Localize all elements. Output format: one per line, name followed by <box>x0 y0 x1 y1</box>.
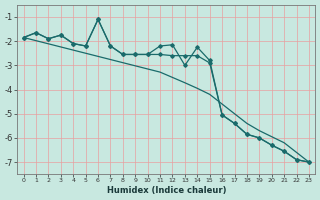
X-axis label: Humidex (Indice chaleur): Humidex (Indice chaleur) <box>107 186 226 195</box>
